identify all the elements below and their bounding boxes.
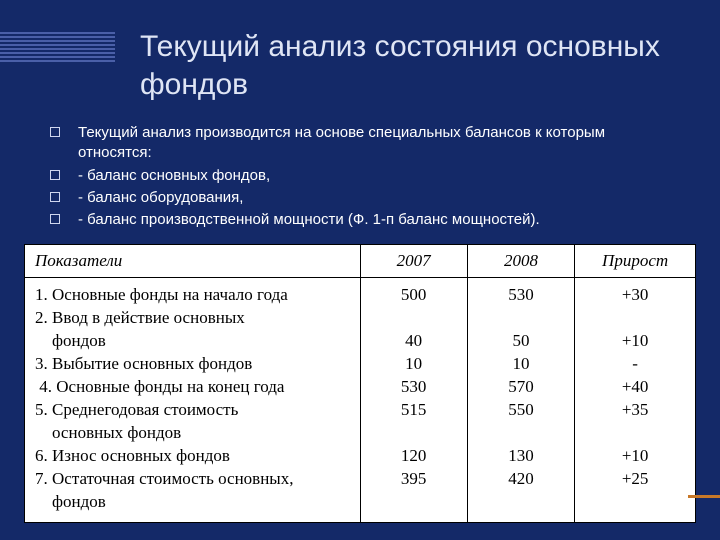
table-header-row: Показатели 2007 2008 Прирост (25, 245, 696, 278)
cell-2007: 500 4010530515 120395 (360, 278, 467, 522)
indicators-cell: 1. Основные фонды на начало года2. Ввод … (25, 278, 361, 522)
col-header-growth: Прирост (575, 245, 696, 278)
cell-2008: 530 5010570550 130420 (467, 278, 574, 522)
bullet-list: Текущий анализ производится на основе сп… (50, 123, 680, 230)
table-row: 1. Основные фонды на начало года2. Ввод … (25, 278, 696, 522)
square-bullet-icon (50, 170, 60, 180)
square-bullet-icon (50, 214, 60, 224)
col-header-2008: 2008 (467, 245, 574, 278)
header: Текущий анализ состояния основных фондов (0, 0, 720, 121)
list-item: - баланс оборудования, (50, 188, 680, 208)
bullet-text: Текущий анализ производится на основе сп… (78, 123, 680, 164)
bullet-text: - баланс производственной мощности (Ф. 1… (78, 210, 540, 230)
data-table: Показатели 2007 2008 Прирост 1. Основные… (24, 244, 696, 522)
decorative-stripes (0, 32, 115, 62)
square-bullet-icon (50, 192, 60, 202)
col-header-2007: 2007 (360, 245, 467, 278)
list-item: Текущий анализ производится на основе сп… (50, 123, 680, 164)
accent-bar-icon (688, 495, 720, 498)
list-item: - баланс производственной мощности (Ф. 1… (50, 210, 680, 230)
bullet-text: - баланс оборудования, (78, 188, 243, 208)
bullet-text: - баланс основных фондов, (78, 166, 270, 186)
cell-growth: +30 +10-+40+35 +10+25 (575, 278, 696, 522)
square-bullet-icon (50, 127, 60, 137)
list-item: - баланс основных фондов, (50, 166, 680, 186)
page-title: Текущий анализ состояния основных фондов (140, 28, 720, 103)
col-header-indicators: Показатели (25, 245, 361, 278)
